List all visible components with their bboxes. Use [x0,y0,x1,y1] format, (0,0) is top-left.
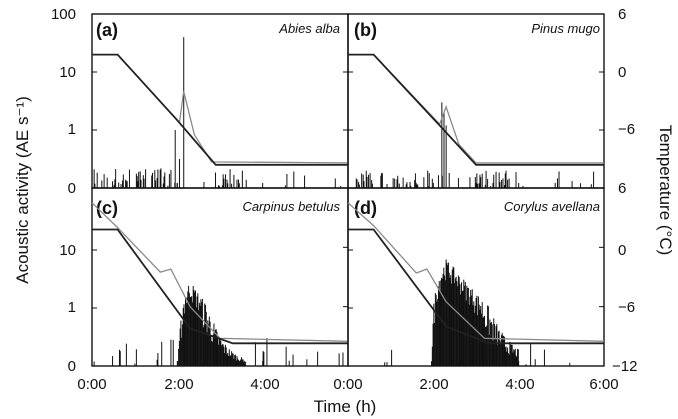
y-tick-100: 100 [51,6,76,23]
temperature-line-dark [348,228,604,345]
panel-a-label: (a) [96,20,118,40]
yr-tick-0-bottom: 0 [618,242,626,259]
ae-bars [93,285,344,366]
y-tick-0-bottom: 0 [68,358,76,375]
yr-tick-m6-bottom: −6 [618,299,635,316]
panel-b [347,13,605,189]
y-tick-1-bottom: 1 [68,299,76,316]
y-tick-10-bottom: 10 [59,242,76,259]
species-d: Corylus avellana [504,199,600,214]
species-c: Carpinus betulus [242,199,340,214]
yr-tick-6-bottom: 6 [618,180,626,197]
temperature-line-light [348,53,604,164]
panel-d [347,187,605,367]
x-tick-0-left: 0:00 [77,376,106,393]
x-tick-2-left: 2:00 [164,376,193,393]
panel-a [91,13,349,189]
yr-tick-0-top: 0 [618,64,626,81]
temperature-line-dark [92,53,348,166]
y-tick-1-top: 1 [68,121,76,138]
x-tick-0-right: 0:00 [333,376,362,393]
species-a: Abies alba [278,21,340,36]
plot-layer [91,13,605,367]
x-tick-4-right: 4:00 [505,376,534,393]
x-tick-2-right: 2:00 [419,376,448,393]
panel-b-label: (b) [354,20,377,40]
x-tick-6-right: 6:00 [589,376,618,393]
y-tick-10-top: 10 [59,64,76,81]
x-tick-4-left: 4:00 [250,376,279,393]
y-left-label: Acoustic activity (AE s⁻¹) [13,96,32,284]
y-tick-0-top: 0 [68,180,76,197]
panel-d-label: (d) [354,198,377,218]
temperature-line-light [92,53,349,164]
species-b: Pinus mugo [531,21,600,36]
temperature-line-dark [92,228,348,345]
yr-tick-6-top: 6 [618,6,626,23]
plot-frame [347,13,605,189]
temperature-line-light [347,202,605,342]
panel-c [91,187,349,367]
ae-bars [355,102,595,188]
yr-tick-m12: −12 [612,358,637,375]
ae-bars [384,259,571,366]
yr-tick-m6-top: −6 [618,121,635,138]
x-axis-label: Time (h) [314,397,377,416]
y-right-label: Temperature (°C) [656,125,675,256]
temperature-line-dark [348,53,604,166]
panel-c-label: (c) [96,198,118,218]
temperature-line-light [91,202,349,342]
